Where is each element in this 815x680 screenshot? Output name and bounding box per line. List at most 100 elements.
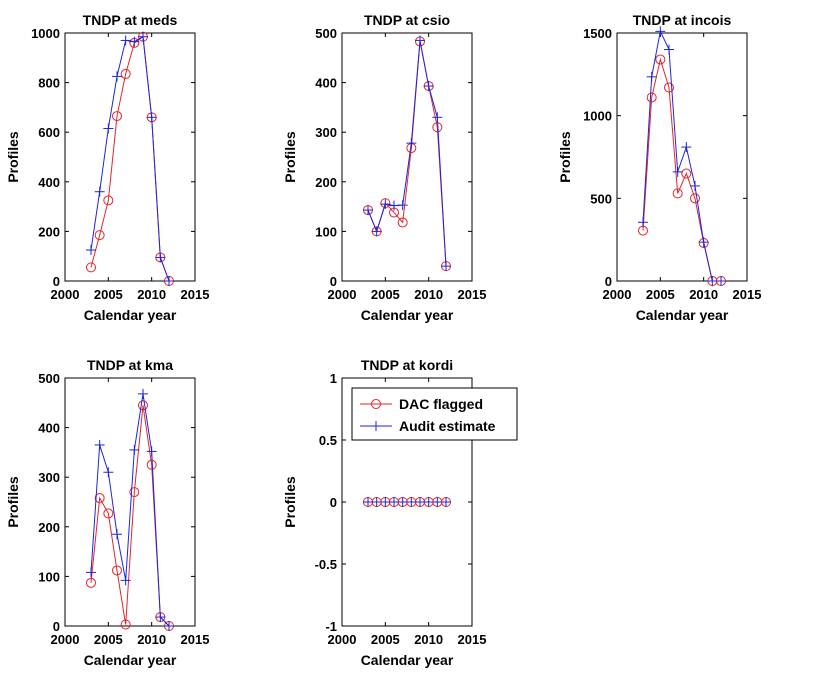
y-tick-label: 200 [38,224,60,239]
data-point-plus [138,31,148,42]
x-tick-label: 2015 [733,287,762,302]
chart-panel-3: TNDP at incois 2000 2005 2010 2015 0 500 1000 15… [557,12,761,323]
series-audit-estimate [638,26,726,286]
series-line [642,29,721,282]
data-point-circle [112,565,122,576]
chart-panel-1: TNDP at meds 2000 2005 2010 2015 0 200 400 600 80… [5,12,209,323]
data-point-plus [129,444,140,455]
chart-title: TNDP at kma [87,357,173,373]
y-tick-label: 0 [330,495,337,510]
axes-box [616,32,748,282]
x-tick-label: 2015 [458,632,487,647]
y-tick-label: 1500 [583,26,612,41]
data-point-plus [432,497,443,507]
y-axis-label: Profiles [557,131,573,183]
y-tick-label: 0.5 [319,433,337,448]
data-point-circle [129,487,140,498]
chart-title: TNDP at csio [364,12,450,28]
data-point-plus [363,497,373,507]
data-point-plus [380,199,391,210]
data-point-plus [164,276,174,286]
series-dac-flagged [86,31,174,286]
y-axis-label: Profiles [5,476,21,528]
x-tick-label: 2000 [603,287,632,302]
data-point-circle [664,82,674,93]
data-point-circle [103,508,114,519]
y-tick-label: 100 [38,569,60,584]
legend: DAC flagged Audit estimate [351,387,518,441]
data-point-circle [120,68,131,79]
axes-box [341,32,473,282]
y-axis-label: Profiles [5,131,21,183]
data-point-plus [441,497,451,507]
data-point-plus [371,497,382,507]
data-point-plus [129,36,140,47]
data-point-plus [112,71,122,82]
series-line [90,35,170,282]
y-axis-label: Profiles [282,131,298,183]
y-tick-label: 0 [330,274,337,289]
y-tick-label: 0 [53,619,60,634]
series-audit-estimate [363,497,451,507]
data-point-plus [698,237,709,248]
data-point-circle [655,54,666,65]
data-point-plus [363,205,373,216]
data-point-plus [690,180,700,191]
y-tick-label: 500 [590,191,612,206]
y-tick-label: 600 [38,125,60,140]
y-tick-label: 800 [38,76,60,91]
data-point-plus [164,621,174,631]
legend-entry-label: Audit estimate [399,418,496,434]
data-point-plus [423,497,434,507]
y-tick-label: 400 [38,421,60,436]
data-point-circle [681,168,692,179]
series-line [367,41,447,267]
y-tick-label: 200 [315,175,337,190]
data-point-plus [94,439,105,450]
y-tick-label: 200 [38,520,60,535]
data-point-plus [146,446,157,457]
legend-box [351,387,518,441]
data-point-plus [655,26,666,37]
data-point-plus [120,575,131,586]
data-point-plus [389,497,399,507]
x-axis-label: Calendar year [84,652,177,668]
data-point-circle [112,111,122,122]
data-point-plus [103,467,114,478]
data-point-circle [86,262,96,273]
data-point-plus [380,497,391,507]
axes-box [64,32,196,282]
series-audit-estimate [86,388,174,631]
x-tick-label: 2000 [328,287,357,302]
data-point-circle [94,230,105,241]
data-point-plus [397,200,408,211]
data-point-circle [138,400,148,411]
series-audit-estimate [363,35,451,272]
data-point-plus [638,217,648,228]
series-dac-flagged [638,54,726,286]
data-point-circle [94,493,105,504]
y-tick-label: 0 [605,274,612,289]
data-point-circle [120,619,131,630]
legend-marker-circle [371,399,381,409]
y-axis-label: Profiles [282,476,298,528]
y-tick-label: 400 [38,175,60,190]
data-point-circle [86,577,96,588]
data-point-circle [690,193,700,204]
data-point-plus [112,529,122,540]
data-point-plus [155,612,166,623]
data-point-plus [415,497,425,507]
x-axis-label: Calendar year [84,307,177,323]
data-point-circle [672,188,683,199]
data-point-plus [406,497,417,507]
data-point-plus [94,186,105,197]
data-point-plus [371,226,382,237]
data-point-plus [423,81,434,92]
chart-panel-2: TNDP at csio 2000 2005 2010 2015 0 100 200 300 40… [282,12,486,323]
y-tick-label: 300 [38,470,60,485]
x-tick-label: 2000 [51,632,80,647]
chart-title: TNDP at kordi [361,357,453,373]
y-tick-label: 500 [315,26,337,41]
